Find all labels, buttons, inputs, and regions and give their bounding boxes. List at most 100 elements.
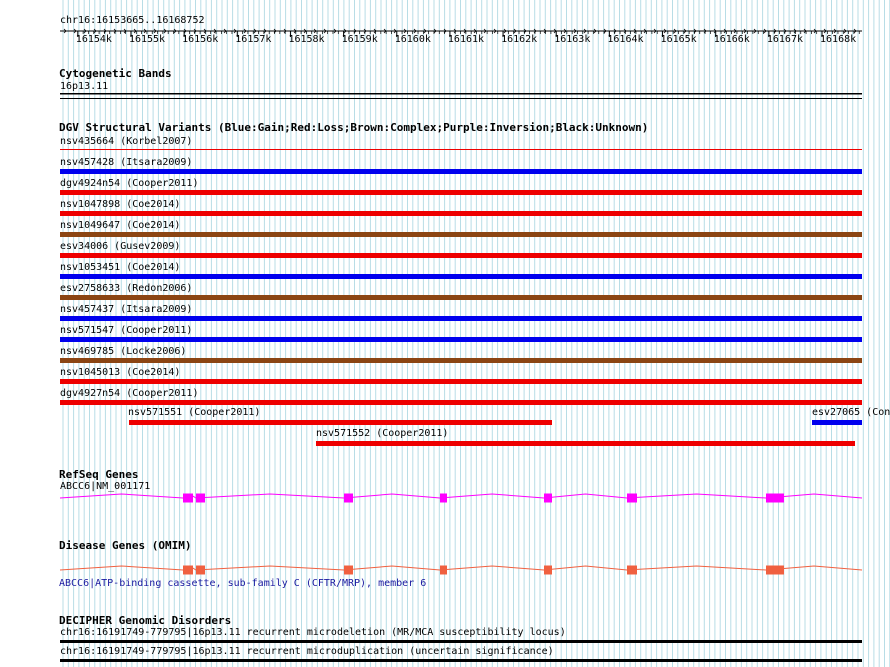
strand-arrow	[853, 28, 857, 34]
dgv-feature-bar[interactable]	[60, 316, 862, 321]
decipher-item-label[interactable]: chr16:16191749-779795|16p13.11 recurrent…	[60, 646, 554, 657]
dgv-feature-label[interactable]: esv34006 (Gusev2009)	[60, 241, 181, 252]
cytoband-bar[interactable]	[60, 93, 862, 95]
strand-arrow	[93, 28, 97, 34]
decipher-track-title[interactable]: DECIPHER Genomic Disorders	[59, 614, 232, 627]
dgv-feature-label[interactable]: nsv457437 (Itsara2009)	[60, 304, 193, 315]
refseq-exon[interactable]	[440, 493, 447, 503]
omim-track	[59, 565, 863, 575]
strand-arrow	[603, 28, 607, 34]
strand-arrow	[663, 28, 667, 34]
refseq-exon[interactable]	[344, 493, 353, 503]
omim-exon[interactable]	[627, 565, 637, 575]
omim-track-title[interactable]: Disease Genes (OMIM)	[59, 539, 192, 552]
strand-arrow	[403, 28, 407, 34]
dgv-feature-label[interactable]: dgv4927n54 (Cooper2011)	[60, 388, 199, 399]
dgv-feature-label[interactable]: dgv4924n54 (Cooper2011)	[60, 178, 199, 189]
dgv-feature-label[interactable]: esv27065 (Con	[812, 407, 890, 418]
refseq-exon[interactable]	[196, 493, 205, 503]
ruler-tick-label: 16164k	[607, 34, 644, 45]
omim-exon[interactable]	[344, 565, 353, 575]
refseq-exon[interactable]	[627, 493, 637, 503]
omim-exon[interactable]	[196, 565, 205, 575]
dgv-feature-label[interactable]: esv2758633 (Redon2006)	[60, 283, 193, 294]
dgv-feature-bar[interactable]	[60, 149, 862, 150]
dgv-feature-bar[interactable]	[60, 400, 862, 405]
dgv-feature-bar[interactable]	[60, 190, 862, 195]
strand-arrow	[423, 28, 427, 34]
ruler-tick-label: 16163k	[554, 34, 591, 45]
strand-arrow	[493, 28, 497, 34]
dgv-feature-label[interactable]: nsv1045013 (Coe2014)	[60, 367, 181, 378]
dgv-feature-label[interactable]: nsv571547 (Cooper2011)	[60, 325, 193, 336]
strand-arrow	[73, 28, 77, 34]
dgv-feature-bar[interactable]	[60, 358, 862, 363]
omim-gene-description[interactable]: ABCC6|ATP-binding cassette, sub-family C…	[59, 578, 427, 589]
dgv-feature-label[interactable]: nsv435664 (Korbel2007)	[60, 136, 193, 147]
strand-arrow	[113, 28, 117, 34]
strand-arrow	[543, 28, 547, 34]
strand-arrow	[583, 28, 587, 34]
omim-exon[interactable]	[766, 565, 784, 575]
dgv-feature-bar[interactable]	[60, 337, 862, 342]
omim-exon[interactable]	[183, 565, 193, 575]
dgv-feature-bar[interactable]	[60, 169, 862, 174]
decipher-item-label[interactable]: chr16:16191749-779795|16p13.11 recurrent…	[60, 627, 566, 638]
dgv-feature-label[interactable]: nsv571552 (Cooper2011)	[316, 428, 449, 439]
strand-arrow	[843, 28, 847, 34]
strand-arrow	[393, 28, 397, 34]
cytoband-track-title[interactable]: Cytogenetic Bands	[59, 67, 172, 80]
cytoband-track	[60, 93, 862, 99]
dgv-feature-label[interactable]: nsv1047898 (Coe2014)	[60, 199, 181, 210]
dgv-feature-label[interactable]: nsv469785 (Locke2006)	[60, 346, 187, 357]
ruler	[60, 28, 862, 37]
decipher-bar[interactable]	[60, 659, 862, 662]
dgv-track-title[interactable]: DGV Structural Variants (Blue:Gain;Red:L…	[59, 121, 649, 134]
decipher-track	[60, 640, 862, 662]
refseq-exon[interactable]	[544, 493, 552, 503]
dgv-feature-label[interactable]: nsv457428 (Itsara2009)	[60, 157, 193, 168]
ruler-tick-label: 16154k	[75, 34, 112, 45]
strand-arrow	[263, 28, 267, 34]
dgv-feature-bar[interactable]	[60, 295, 862, 300]
refseq-exon[interactable]	[183, 493, 193, 503]
decipher-bar[interactable]	[60, 640, 862, 643]
ruler-tick-label: 16155k	[128, 34, 166, 45]
dgv-feature-bar[interactable]	[60, 274, 862, 279]
dgv-feature-bar[interactable]	[316, 441, 855, 446]
dgv-feature-label[interactable]: nsv571551 (Cooper2011)	[128, 407, 261, 418]
strand-arrow	[813, 28, 817, 34]
strand-arrow	[173, 28, 177, 34]
strand-arrow	[773, 28, 777, 34]
cytoband-label[interactable]: 16p13.11	[60, 81, 109, 92]
refseq-gene-label[interactable]: ABCC6|NM_001171	[60, 481, 151, 492]
strand-arrow	[163, 28, 167, 34]
ruler-tick-label: 16166k	[713, 34, 750, 45]
dgv-feature-label[interactable]: nsv1049647 (Coe2014)	[60, 220, 181, 231]
strand-arrow	[343, 28, 347, 34]
strand-arrow	[313, 28, 317, 34]
ruler-tick-label: 16161k	[447, 34, 485, 45]
dgv-feature-bar[interactable]	[60, 232, 862, 237]
strand-arrow	[243, 28, 247, 34]
strand-arrow	[703, 28, 707, 34]
refseq-exon[interactable]	[766, 493, 784, 503]
omim-exon[interactable]	[440, 565, 447, 575]
dgv-feature-bar[interactable]	[129, 420, 552, 425]
strand-arrow	[683, 28, 687, 34]
dgv-feature-bar[interactable]	[812, 420, 862, 425]
dgv-feature-bar[interactable]	[60, 211, 862, 216]
dgv-feature-label[interactable]: nsv1053451 (Coe2014)	[60, 262, 181, 273]
strand-arrow	[153, 28, 157, 34]
strand-arrow	[303, 28, 307, 34]
strand-arrow	[793, 28, 797, 34]
omim-intron-line	[59, 565, 863, 571]
dgv-feature-bar[interactable]	[60, 253, 862, 258]
refseq-track-title[interactable]: RefSeq Genes	[59, 468, 139, 481]
strand-arrow	[623, 28, 627, 34]
dgv-feature-bar[interactable]	[60, 379, 862, 384]
strand-arrow	[513, 28, 517, 34]
omim-exon[interactable]	[544, 565, 552, 575]
cytoband-divider	[60, 98, 862, 99]
